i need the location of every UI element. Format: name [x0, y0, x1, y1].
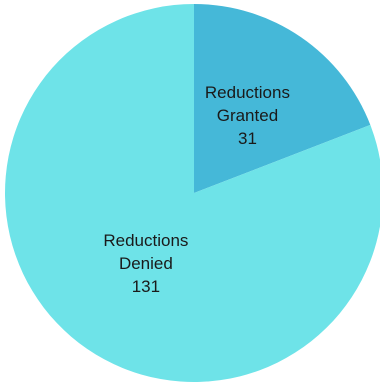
pie-slice-label: Reductions Granted 31 — [205, 83, 290, 148]
pie-labels: Reductions Granted 31 Reductions Denied 131 — [103, 83, 290, 296]
pie-slice-reductions-denied — [5, 4, 380, 382]
pie-slice-label-line: Reductions — [205, 83, 290, 102]
pie-slice-value: 31 — [238, 129, 257, 148]
pie-slice-label-line: Granted — [217, 106, 278, 125]
pie-slice-label-line: Reductions — [103, 231, 188, 250]
pie-slices — [5, 4, 380, 382]
pie-slice-reductions-granted — [194, 4, 371, 193]
pie-slice-label: Reductions Denied 131 — [103, 231, 188, 296]
pie-slice-value: 131 — [132, 277, 160, 296]
pie-slice-label-line: Denied — [119, 254, 173, 273]
